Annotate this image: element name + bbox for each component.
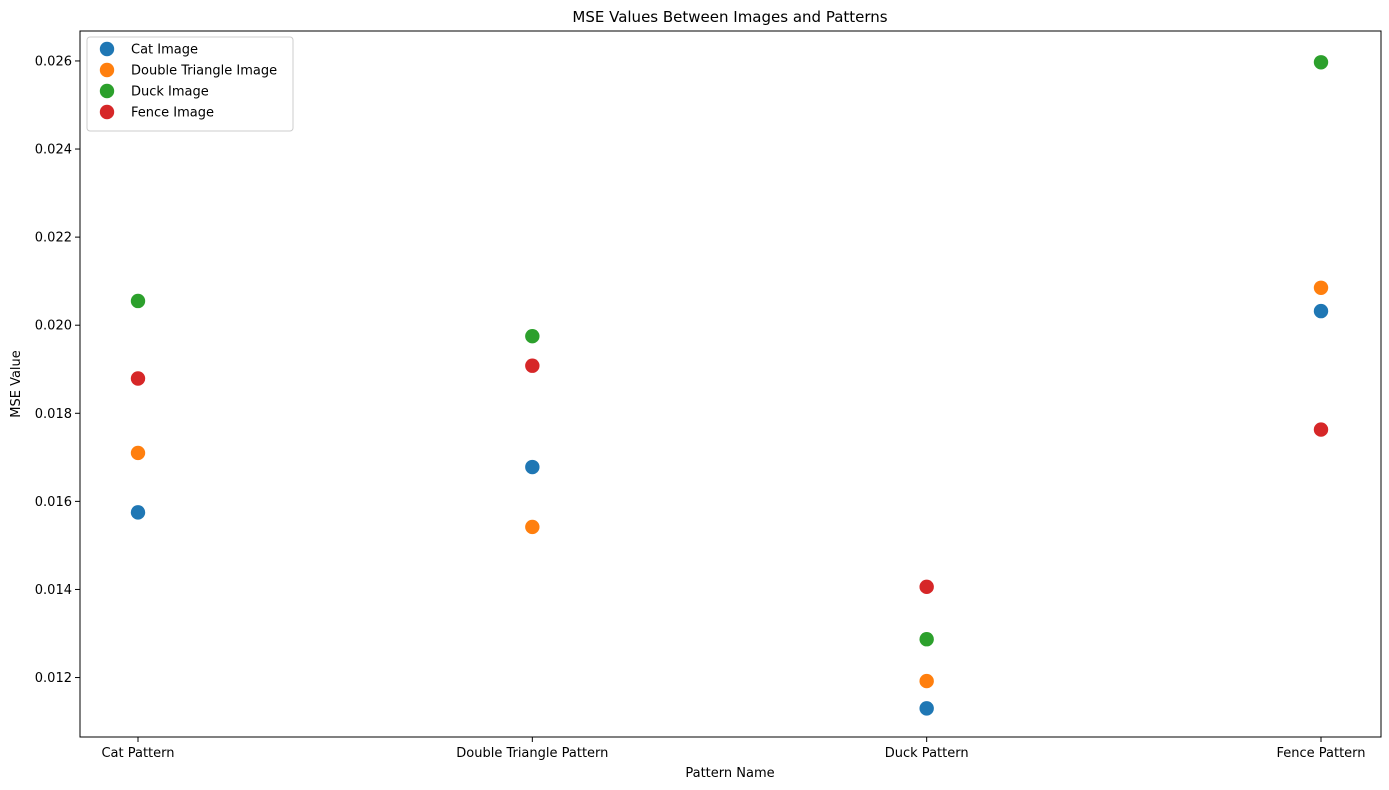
x-axis: Cat Pattern Double Triangle Pattern Duck P… xyxy=(101,737,1366,761)
data-point xyxy=(1313,280,1329,295)
y-tick-label: 0.012 xyxy=(35,671,72,686)
x-tick-label: Cat Pattern xyxy=(101,746,174,761)
y-tick-label: 0.018 xyxy=(35,407,72,422)
data-point xyxy=(525,519,540,535)
legend-marker xyxy=(99,41,115,57)
data-point xyxy=(525,358,540,373)
legend-box xyxy=(86,36,294,132)
data-points xyxy=(130,55,1329,716)
y-tick-label: 0.022 xyxy=(35,231,72,246)
y-axis: 0.012 0.014 0.016 0.018 0.020 0.022 0.024 0.026 xyxy=(35,54,80,686)
legend-label: Cat Image xyxy=(131,43,198,58)
data-point xyxy=(919,673,934,689)
y-tick-label: 0.014 xyxy=(35,583,72,598)
data-point xyxy=(525,459,540,475)
y-tick-label: 0.024 xyxy=(35,143,72,158)
data-point xyxy=(1313,55,1329,70)
x-axis-label: Pattern Name xyxy=(685,766,774,781)
data-point xyxy=(919,632,934,647)
y-tick-label: 0.026 xyxy=(35,54,72,69)
legend-label: Fence Image xyxy=(131,106,214,121)
data-point xyxy=(919,701,934,716)
data-point xyxy=(919,579,934,595)
chart-title: MSE Values Between Images and Patterns xyxy=(572,8,887,26)
x-tick-label: Double Triangle Pattern xyxy=(456,746,608,761)
data-point xyxy=(130,445,146,461)
x-tick-label: Fence Pattern xyxy=(1276,746,1365,761)
legend-marker xyxy=(99,104,115,120)
legend-label: Double Triangle Image xyxy=(131,64,277,79)
legend-marker xyxy=(99,62,115,78)
data-point xyxy=(525,329,540,344)
data-point xyxy=(130,371,146,386)
data-point xyxy=(130,293,146,309)
y-tick-label: 0.020 xyxy=(35,319,72,334)
data-point xyxy=(130,505,146,520)
y-axis-label: MSE Value xyxy=(9,350,24,418)
y-tick-label: 0.016 xyxy=(35,495,72,510)
legend-marker xyxy=(99,83,115,99)
legend-label: Duck Image xyxy=(131,85,209,100)
x-tick-label: Duck Pattern xyxy=(885,746,969,761)
plot-area xyxy=(79,30,1382,738)
data-point xyxy=(1313,303,1329,319)
legend: Cat Image Double Triangle Image Duck Image… xyxy=(86,36,294,132)
data-point xyxy=(1313,422,1329,437)
